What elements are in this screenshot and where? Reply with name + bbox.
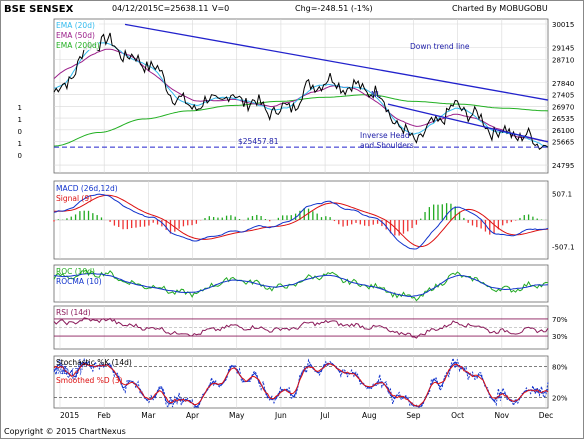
- month-label-2015: 2015: [60, 411, 79, 420]
- rsi-tick-label: 70%: [552, 316, 568, 324]
- rsi-tick-label: 30%: [552, 333, 568, 341]
- down-trend-line: [124, 23, 549, 101]
- price-panel: 30015 29145 28710 27840 27405 26970 26535 26100…: [18, 18, 574, 174]
- legend-bg: [55, 21, 99, 30]
- left-tick-label: 1: [18, 116, 22, 124]
- left-tick-label: 1: [18, 104, 22, 112]
- legend-stoch-d: %D (3): [56, 367, 82, 376]
- left-tick-label: 0: [18, 152, 22, 160]
- month-label-jun: Jun: [274, 411, 287, 420]
- price-tick-label: 29145: [552, 45, 574, 53]
- charted-by-label: Charted By MOBUGOBU: [452, 4, 548, 13]
- roc-panel: ROC (10d)ROCMA (10): [53, 264, 549, 303]
- roc-panel-border: [53, 264, 549, 303]
- stochastic-panel: 80% 20% Stochastic %K (14d)%D (3)Smoothed …: [53, 355, 568, 409]
- neckline-label: NL: [371, 90, 382, 99]
- month-label-apr: Apr: [186, 411, 200, 420]
- month-label-jul: Jul: [320, 411, 330, 420]
- legend-roc: ROC (10d): [56, 267, 95, 276]
- legend-macd: MACD (26d,12d): [56, 184, 118, 193]
- month-label-mar: Mar: [141, 411, 156, 420]
- legend-ema200: EMA (200d): [56, 41, 100, 50]
- month-label-dec: Dec: [539, 411, 554, 420]
- legend-bg: [55, 31, 99, 40]
- price-tick-label: 24795: [552, 162, 574, 170]
- price-tick-label: 27840: [552, 80, 574, 88]
- chart-title: BSE SENSEX: [4, 4, 74, 15]
- legend-ema50: EMA (50d): [56, 31, 95, 40]
- price-tick-label: 26100: [552, 127, 574, 135]
- legend-ema20: EMA (20d): [56, 21, 95, 30]
- legend-stoch-k: Stochastic %K (14d): [56, 358, 132, 367]
- month-label-sep: Sep: [406, 411, 420, 420]
- down-trend-label: Down trend line: [410, 42, 470, 51]
- month-label-feb: Feb: [98, 411, 112, 420]
- legend-bg: [55, 41, 99, 50]
- stoch-tick-label: 80%: [552, 363, 568, 371]
- copyright: Copyright © 2015 ChartNexus: [4, 427, 126, 436]
- ema200-line: [53, 94, 549, 147]
- legend-rsi: RSI (14d): [56, 308, 91, 317]
- stoch-tick-label: 20%: [552, 395, 568, 403]
- stochastic-panel-border: [53, 355, 549, 409]
- rsi-panel: 70% 30% RSI (14d): [53, 305, 568, 350]
- macd-panel: 507.1 -507.1 MACD (26d,12d)Signal (9): [53, 180, 575, 260]
- pattern-label-2: and Shoulders: [360, 141, 414, 150]
- neckline: [387, 103, 549, 143]
- stoch-k-line: [53, 356, 549, 408]
- rocma-line: [54, 272, 549, 297]
- month-label-nov: Nov: [494, 411, 509, 420]
- stoch-smoothed-d-line: [53, 362, 549, 407]
- price-tick-label: 28710: [552, 56, 574, 64]
- price-tick-label: 25665: [552, 139, 574, 147]
- left-tick-label: 1: [18, 140, 22, 148]
- price-tick-label: 27405: [552, 92, 574, 100]
- rsi-line: [53, 317, 549, 339]
- volume-label: V=0: [212, 4, 229, 13]
- macd-tick-label: -507.1: [552, 243, 575, 251]
- pattern-label-1: Inverse Head: [360, 131, 410, 140]
- month-label-may: May: [229, 411, 245, 420]
- legend-signal: Signal (9): [56, 194, 92, 203]
- price-panel-border: [53, 18, 549, 174]
- month-label-oct: Oct: [451, 411, 464, 420]
- month-label-aug: Aug: [362, 411, 377, 420]
- close-label: C=25638.11: [158, 4, 208, 13]
- price-tick-label: 26535: [552, 115, 574, 123]
- panels: 30015 29145 28710 27840 27405 26970 26535 26100…: [18, 18, 575, 409]
- left-tick-label: 0: [18, 128, 22, 136]
- legend-rocma: ROCMA (10): [56, 277, 102, 286]
- month-axis: 2015 Feb Mar Apr May Jun Jul Aug Sep Oct Nov Dec: [60, 411, 553, 420]
- price-tick-label: 26970: [552, 103, 574, 111]
- date-label: 04/12/2015: [112, 4, 158, 13]
- price-line: [53, 32, 549, 150]
- support-label: $25457.81: [238, 137, 279, 146]
- price-tick-label: 30015: [552, 21, 574, 29]
- macd-tick-label: 507.1: [552, 191, 572, 199]
- change-label: Chg=-248.51 (-1%): [295, 4, 373, 13]
- legend-stoch-smoothed-d: Smoothed %D (3): [56, 376, 123, 385]
- macd-line: [53, 193, 549, 250]
